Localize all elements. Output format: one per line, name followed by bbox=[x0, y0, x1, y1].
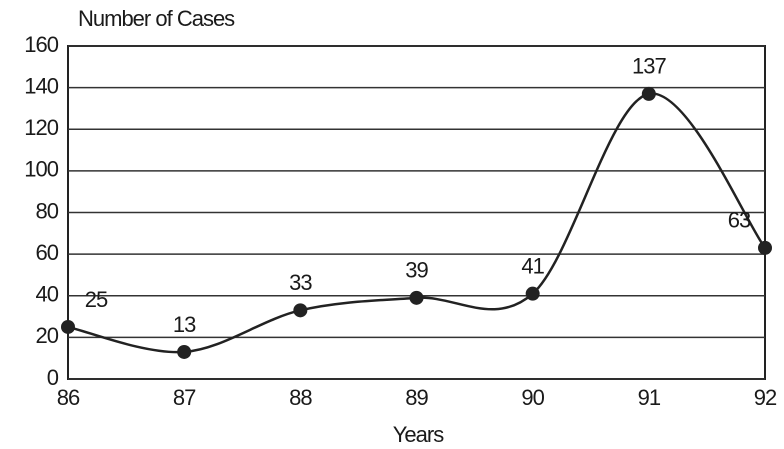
point bbox=[758, 240, 772, 255]
point bbox=[61, 319, 75, 334]
x-tick-label: 87 bbox=[173, 385, 196, 410]
x-tick-label: 91 bbox=[638, 385, 661, 410]
x-tick-label: 88 bbox=[289, 385, 312, 410]
y-tick-label: 20 bbox=[36, 323, 59, 348]
y-tick-label: 140 bbox=[24, 73, 58, 98]
x-tick-label: 90 bbox=[521, 385, 544, 410]
x-tick-label: 86 bbox=[57, 385, 80, 410]
data-label: 25 bbox=[85, 287, 108, 312]
y-tick-label: 160 bbox=[24, 32, 58, 57]
point bbox=[641, 86, 656, 101]
point bbox=[293, 303, 308, 318]
y-tick-label: 60 bbox=[36, 240, 59, 265]
x-axis-label: Years bbox=[393, 422, 444, 447]
x-tick-label: 92 bbox=[754, 385, 777, 410]
data-label: 137 bbox=[632, 54, 666, 79]
point bbox=[409, 290, 424, 305]
y-tick-label: 0 bbox=[47, 365, 59, 390]
data-label: 13 bbox=[173, 312, 196, 337]
data-label: 39 bbox=[405, 258, 428, 283]
data-label: 41 bbox=[521, 253, 544, 278]
x-tick-label: 89 bbox=[405, 385, 428, 410]
y-tick-label: 120 bbox=[24, 115, 58, 140]
point bbox=[525, 286, 540, 301]
y-tick-label: 80 bbox=[36, 198, 59, 223]
y-axis-label: Number of Cases bbox=[78, 6, 235, 31]
data-label: 63 bbox=[728, 208, 751, 233]
y-tick-label: 100 bbox=[24, 157, 58, 182]
point bbox=[177, 344, 192, 359]
y-tick-label: 40 bbox=[36, 282, 59, 307]
data-label: 33 bbox=[289, 270, 312, 295]
